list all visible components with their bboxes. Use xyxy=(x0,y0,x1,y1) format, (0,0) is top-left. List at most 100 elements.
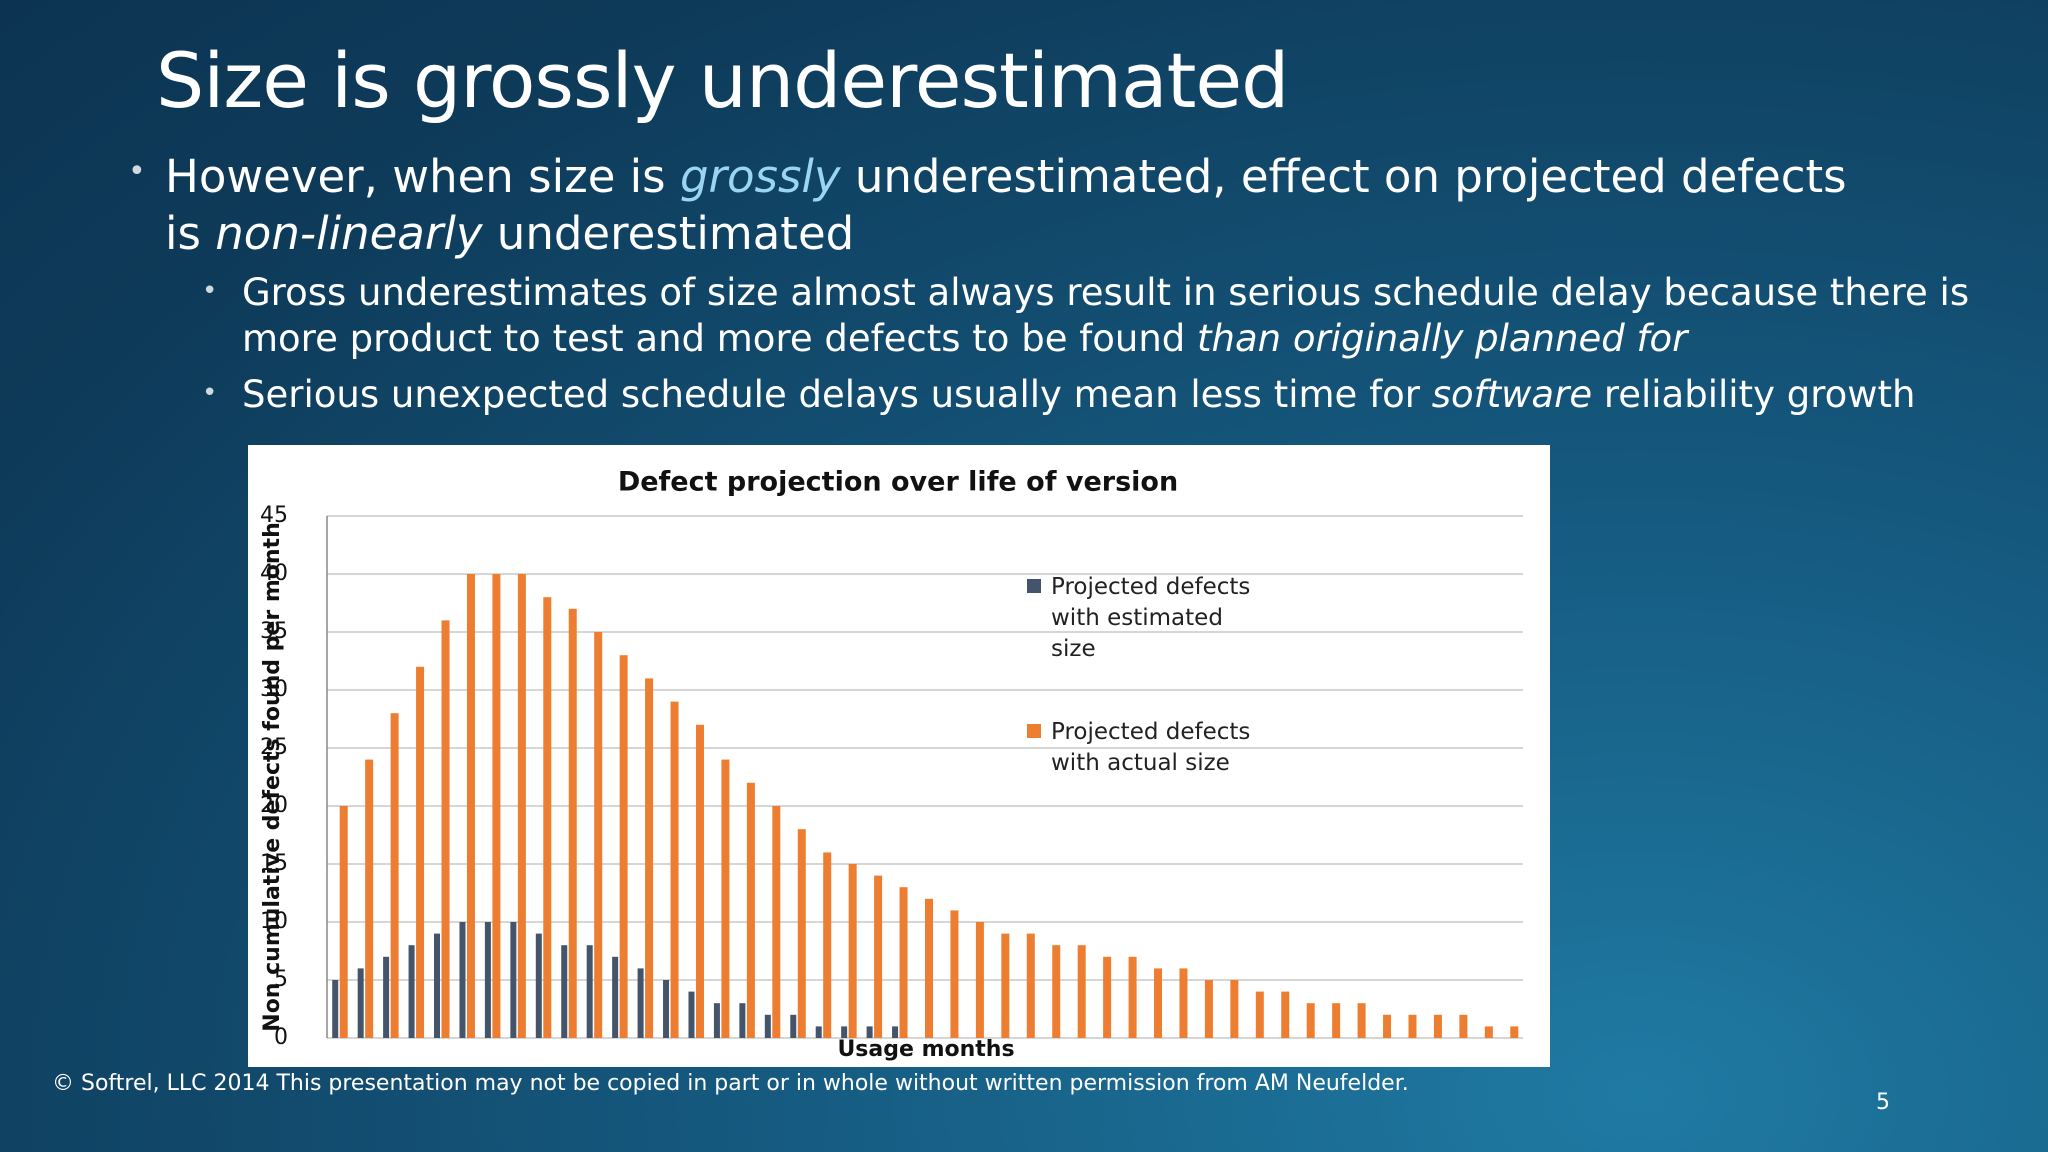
bar xyxy=(637,968,644,1038)
bullet: Gross underestimates of size almost alwa… xyxy=(242,270,1982,362)
text: non-linearly xyxy=(215,207,483,260)
bar xyxy=(746,782,755,1038)
bar xyxy=(1332,1003,1341,1038)
bar xyxy=(841,1026,848,1038)
text: Serious unexpected schedule delays usual… xyxy=(242,373,1432,416)
bar xyxy=(772,806,781,1038)
bar xyxy=(1026,933,1035,1038)
bar xyxy=(797,829,806,1038)
bar xyxy=(1408,1014,1417,1038)
slide-title: Size is grossly underestimated xyxy=(156,36,1289,125)
bar xyxy=(688,991,695,1038)
bar xyxy=(1103,956,1112,1038)
bar xyxy=(612,956,619,1038)
bar xyxy=(645,678,654,1038)
bar xyxy=(1484,1026,1493,1038)
bar xyxy=(466,574,475,1038)
bar xyxy=(975,922,984,1038)
bar xyxy=(568,608,577,1038)
bar xyxy=(1306,1003,1315,1038)
bar xyxy=(1154,968,1163,1038)
bar xyxy=(815,1026,822,1038)
y-tick-label: 30 xyxy=(260,677,288,702)
bar xyxy=(357,968,364,1038)
bar xyxy=(484,922,491,1038)
bar xyxy=(1052,945,1061,1038)
bar xyxy=(510,922,517,1038)
text: software xyxy=(1431,373,1593,416)
x-axis-label: Usage months xyxy=(837,1037,1014,1062)
bullet: However, when size is grossly underestim… xyxy=(165,148,1885,262)
text: reliability growth xyxy=(1592,373,1916,416)
bar xyxy=(899,887,908,1038)
bar xyxy=(390,713,399,1038)
bar xyxy=(1204,980,1213,1038)
chart: Defect projection over life of version U… xyxy=(260,467,1523,1062)
bar xyxy=(383,956,390,1038)
bar xyxy=(866,1026,873,1038)
bar xyxy=(1230,980,1239,1038)
bar xyxy=(764,1014,771,1038)
y-tick-label: 20 xyxy=(260,793,288,818)
bar xyxy=(332,980,339,1038)
bar xyxy=(695,724,704,1038)
bar xyxy=(1510,1026,1519,1038)
bar xyxy=(365,759,374,1038)
bar xyxy=(925,898,933,1038)
bullet-dot: • xyxy=(128,154,146,189)
bar xyxy=(535,933,542,1038)
bar xyxy=(670,701,679,1038)
bar xyxy=(713,1003,720,1038)
text: underestimated xyxy=(482,207,855,260)
bullet-dot: • xyxy=(202,276,218,306)
chart-title: Defect projection over life of version xyxy=(618,467,1178,498)
bar xyxy=(408,945,415,1038)
bar xyxy=(586,945,593,1038)
bar xyxy=(1255,991,1264,1038)
bullet: Serious unexpected schedule delays usual… xyxy=(242,372,1982,418)
y-tick-label: 25 xyxy=(260,735,288,760)
bullet-dot: • xyxy=(202,378,218,408)
bar xyxy=(790,1014,797,1038)
bar xyxy=(1433,1014,1442,1038)
y-tick-label: 0 xyxy=(274,1025,288,1050)
text: Gross underestimates of size almost alwa… xyxy=(242,271,1970,360)
legend-swatch xyxy=(1027,579,1041,593)
y-tick-label: 5 xyxy=(274,967,288,992)
bar xyxy=(517,574,526,1038)
bar xyxy=(1281,991,1290,1038)
bar xyxy=(950,910,959,1038)
bar xyxy=(1357,1003,1366,1038)
bar xyxy=(1179,968,1188,1038)
bar xyxy=(416,666,425,1038)
y-tick-label: 35 xyxy=(260,619,288,644)
bar xyxy=(594,632,603,1038)
bar xyxy=(1383,1014,1392,1038)
bar xyxy=(543,597,552,1038)
bar xyxy=(561,945,568,1038)
y-axis-label: Non cumulative defects found per month xyxy=(260,522,285,1031)
legend-swatch xyxy=(1027,724,1041,738)
bar xyxy=(1128,956,1137,1038)
legend-label: Projected defects with actual size xyxy=(1051,719,1251,776)
bar xyxy=(1077,945,1086,1038)
y-tick-label: 40 xyxy=(260,561,288,586)
text: than originally planned for xyxy=(1197,317,1688,360)
bar xyxy=(874,875,883,1038)
text: grossly xyxy=(679,150,841,203)
bar xyxy=(892,1026,899,1038)
footer: © Softrel, LLC 2014 This presentation ma… xyxy=(52,1071,1409,1096)
y-tick-label: 10 xyxy=(260,909,288,934)
page-number: 5 xyxy=(1876,1090,1890,1115)
bar xyxy=(1001,933,1010,1038)
bar xyxy=(721,759,730,1038)
text: However, when size is xyxy=(165,150,680,203)
bar xyxy=(663,980,670,1038)
bar xyxy=(441,620,450,1038)
bar xyxy=(848,864,857,1038)
y-tick-label: 45 xyxy=(260,503,288,528)
bar xyxy=(619,655,628,1038)
bar xyxy=(459,922,466,1038)
bar xyxy=(1459,1014,1468,1038)
